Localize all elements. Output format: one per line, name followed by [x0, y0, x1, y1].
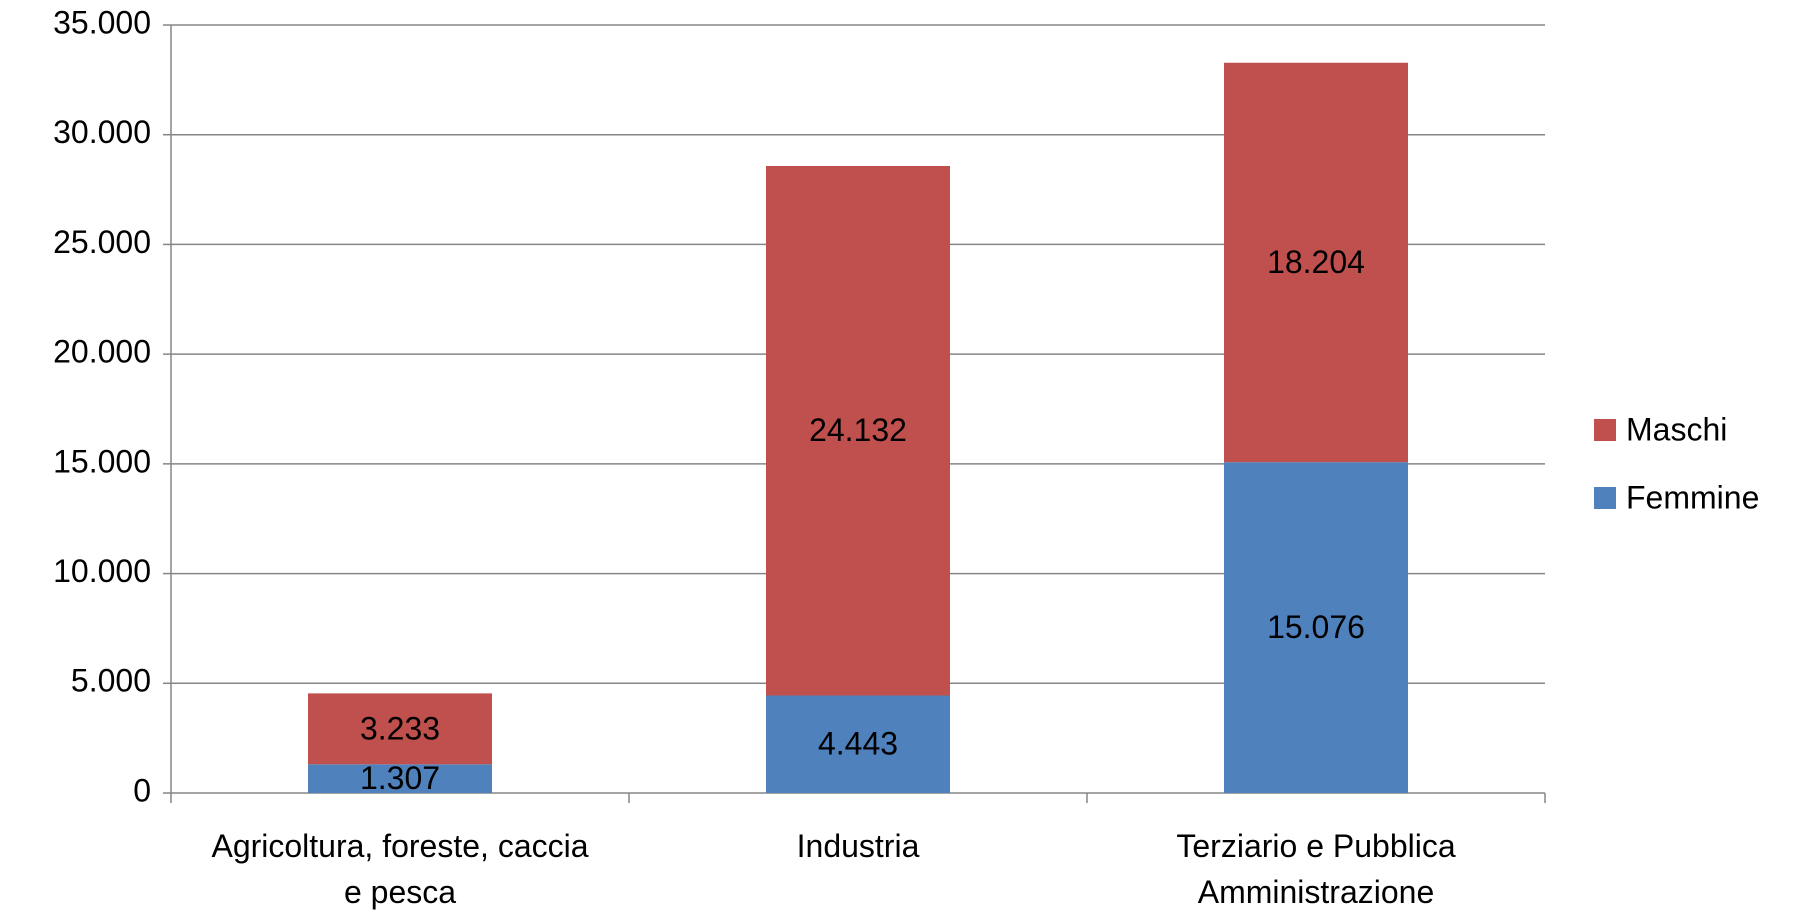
y-tick-label: 35.000 — [53, 4, 151, 40]
x-tick-label: Industria — [796, 828, 920, 864]
data-label: 24.132 — [809, 412, 907, 448]
legend-swatch — [1594, 419, 1616, 441]
legend-swatch — [1594, 487, 1616, 509]
y-tick-label: 0 — [133, 772, 151, 808]
bar-segment — [1224, 462, 1408, 793]
bar-segment — [766, 695, 950, 793]
y-tick-label: 30.000 — [53, 114, 151, 150]
x-tick-label: Terziario e Pubblica Amministrazione — [1176, 828, 1456, 910]
y-tick-label: 5.000 — [71, 663, 151, 699]
bar-segment — [1224, 62, 1408, 463]
bar-segment — [766, 165, 950, 696]
data-label: 4.443 — [818, 726, 898, 762]
data-label: 3.233 — [360, 710, 440, 746]
data-label: 15.076 — [1267, 609, 1365, 645]
bar-segment — [308, 693, 492, 765]
data-label: 1.307 — [360, 760, 440, 796]
legend-label: Maschi — [1626, 411, 1727, 447]
y-tick-label: 15.000 — [53, 443, 151, 479]
legend-label: Femmine — [1626, 479, 1759, 515]
bar-segment — [308, 764, 492, 793]
y-tick-label: 10.000 — [53, 553, 151, 589]
y-tick-label: 20.000 — [53, 334, 151, 370]
x-tick-label: Agricoltura, foreste, caccia e pesca — [211, 828, 589, 910]
data-label: 18.204 — [1267, 244, 1365, 280]
y-tick-label: 25.000 — [53, 224, 151, 260]
